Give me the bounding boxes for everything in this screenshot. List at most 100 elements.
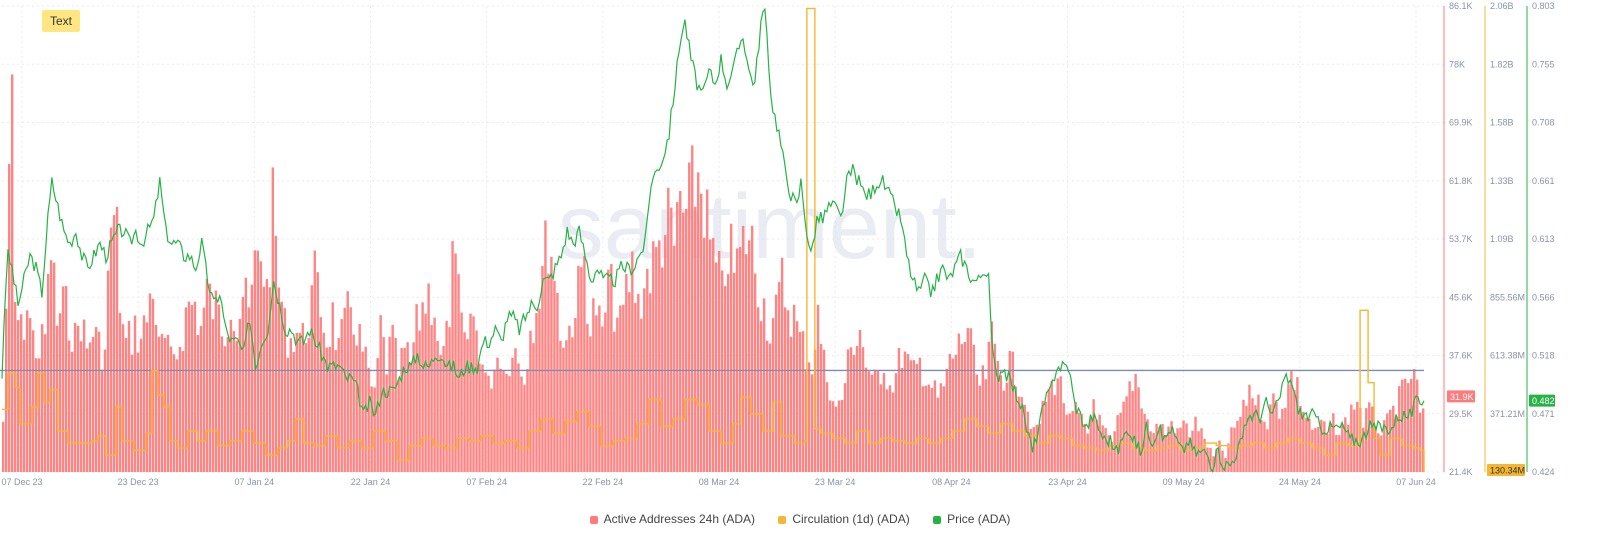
circulation-current-badge: 130.34M xyxy=(1490,466,1525,476)
active-addresses-bar xyxy=(28,318,32,472)
active-addresses-bar xyxy=(418,330,421,472)
active-current-badge-bg xyxy=(1447,390,1475,403)
x-tick-label: 23 Apr 24 xyxy=(1048,477,1087,487)
active-addresses-bar xyxy=(616,317,619,472)
active-addresses-bar xyxy=(403,347,406,472)
legend-item-active-addresses[interactable]: Active Addresses 24h (ADA) xyxy=(589,512,755,526)
active-addresses-bar xyxy=(664,235,667,472)
active-addresses-bar xyxy=(676,202,679,472)
active-addresses-bar xyxy=(747,240,751,472)
active-addresses-bar xyxy=(1101,425,1104,472)
active-addresses-bar xyxy=(487,375,490,472)
active-addresses-bar xyxy=(933,380,937,472)
circulation-tick-label: 1.58B xyxy=(1490,118,1514,128)
active-addresses-bar xyxy=(1341,423,1344,472)
active-addresses-bar xyxy=(574,317,577,472)
active-addresses-bar xyxy=(816,304,820,472)
active-addresses-bar xyxy=(801,331,805,472)
active-addresses-bar xyxy=(1404,378,1407,472)
active-addresses-bar xyxy=(1197,431,1200,472)
active-addresses-bar xyxy=(1170,421,1173,472)
legend-item-circulation[interactable]: Circulation (1d) (ADA) xyxy=(778,512,910,526)
price-tick-label: 0.518 xyxy=(1532,351,1555,361)
active-addresses-bar xyxy=(700,193,703,472)
active-addresses-bar xyxy=(783,307,787,472)
active-addresses-bar xyxy=(1416,379,1419,472)
active-addresses-bar xyxy=(1311,429,1314,472)
active-addresses-bar xyxy=(1188,437,1191,472)
circulation-current-badge-bg xyxy=(1487,464,1525,476)
active-addresses-bar xyxy=(619,305,622,472)
active-addresses-bar xyxy=(879,384,883,472)
active-addresses-bar xyxy=(1275,401,1278,472)
active-addresses-bar xyxy=(1239,416,1242,472)
active-addresses-bar xyxy=(966,328,970,472)
active-addresses-bar xyxy=(714,262,718,472)
active-addresses-bar xyxy=(1173,433,1176,472)
active-addresses-bar xyxy=(909,360,913,472)
active-addresses-bar xyxy=(1398,386,1401,472)
active-addresses-bar xyxy=(622,304,625,472)
active-addresses-bar xyxy=(631,251,634,472)
active-addresses-bar xyxy=(1344,417,1347,472)
active-addresses-bar xyxy=(40,324,44,472)
active-addresses-bar xyxy=(1203,438,1206,472)
active-addresses-bar xyxy=(1089,416,1092,472)
active-addresses-bar xyxy=(1098,414,1101,472)
active-addresses-bar xyxy=(517,363,520,472)
active-tick-label: 21.4K xyxy=(1449,467,1473,477)
active-addresses-bar xyxy=(97,331,101,472)
active-addresses-bar xyxy=(457,274,460,472)
active-addresses-bar xyxy=(1233,427,1236,472)
active-addresses-bar xyxy=(1065,414,1068,472)
active-addresses-bar xyxy=(634,302,637,472)
active-addresses-bar xyxy=(691,145,694,472)
active-addresses-bar xyxy=(1017,396,1020,472)
active-addresses-bar xyxy=(942,386,946,472)
active-addresses-bar xyxy=(388,336,391,472)
active-addresses-bar xyxy=(849,347,853,472)
active-addresses-bar xyxy=(352,334,355,472)
x-tick-label: 07 Feb 24 xyxy=(466,477,507,487)
active-addresses-bar xyxy=(10,74,14,472)
active-addresses-bar xyxy=(445,320,448,472)
active-addresses-bar xyxy=(331,302,334,472)
active-addresses-bar xyxy=(34,358,38,472)
active-addresses-bar xyxy=(1317,426,1320,472)
active-addresses-bar xyxy=(91,337,95,472)
active-addresses-bar xyxy=(1032,427,1035,472)
active-addresses-bar xyxy=(58,313,62,472)
x-tick-label: 07 Jun 24 xyxy=(1396,477,1436,487)
active-addresses-bar xyxy=(1251,398,1254,472)
active-addresses-bar xyxy=(1137,387,1140,472)
active-addresses-bar xyxy=(550,256,553,472)
active-addresses-bar xyxy=(115,206,119,472)
active-addresses-bar xyxy=(64,285,68,472)
active-addresses-bar xyxy=(292,352,295,472)
active-addresses-bar xyxy=(307,338,310,472)
active-addresses-bar xyxy=(229,319,233,472)
active-addresses-bar xyxy=(768,343,772,472)
x-tick-label: 24 May 24 xyxy=(1279,477,1321,487)
active-addresses-bar xyxy=(1221,450,1224,472)
active-addresses-bar xyxy=(1368,402,1371,472)
active-addresses-bar xyxy=(993,343,997,472)
active-addresses-bar xyxy=(1125,396,1128,472)
active-addresses-bar xyxy=(655,246,658,472)
active-addresses-bar xyxy=(807,362,811,472)
active-addresses-bar xyxy=(283,308,287,472)
active-addresses-bar xyxy=(1395,415,1398,472)
circulation-tick-label: 855.56M xyxy=(1490,292,1525,302)
active-addresses-bar xyxy=(1374,426,1377,472)
active-tick-label: 86.1K xyxy=(1449,1,1473,11)
active-addresses-bar xyxy=(1269,404,1272,472)
active-addresses-bar xyxy=(697,172,700,472)
active-addresses-bar xyxy=(148,293,152,472)
active-addresses-bar xyxy=(373,387,376,472)
active-addresses-bar xyxy=(873,369,877,472)
active-addresses-bar xyxy=(936,397,940,472)
legend-item-price[interactable]: Price (ADA) xyxy=(933,512,1010,526)
active-addresses-bar xyxy=(547,273,550,472)
active-addresses-bar xyxy=(124,337,128,472)
